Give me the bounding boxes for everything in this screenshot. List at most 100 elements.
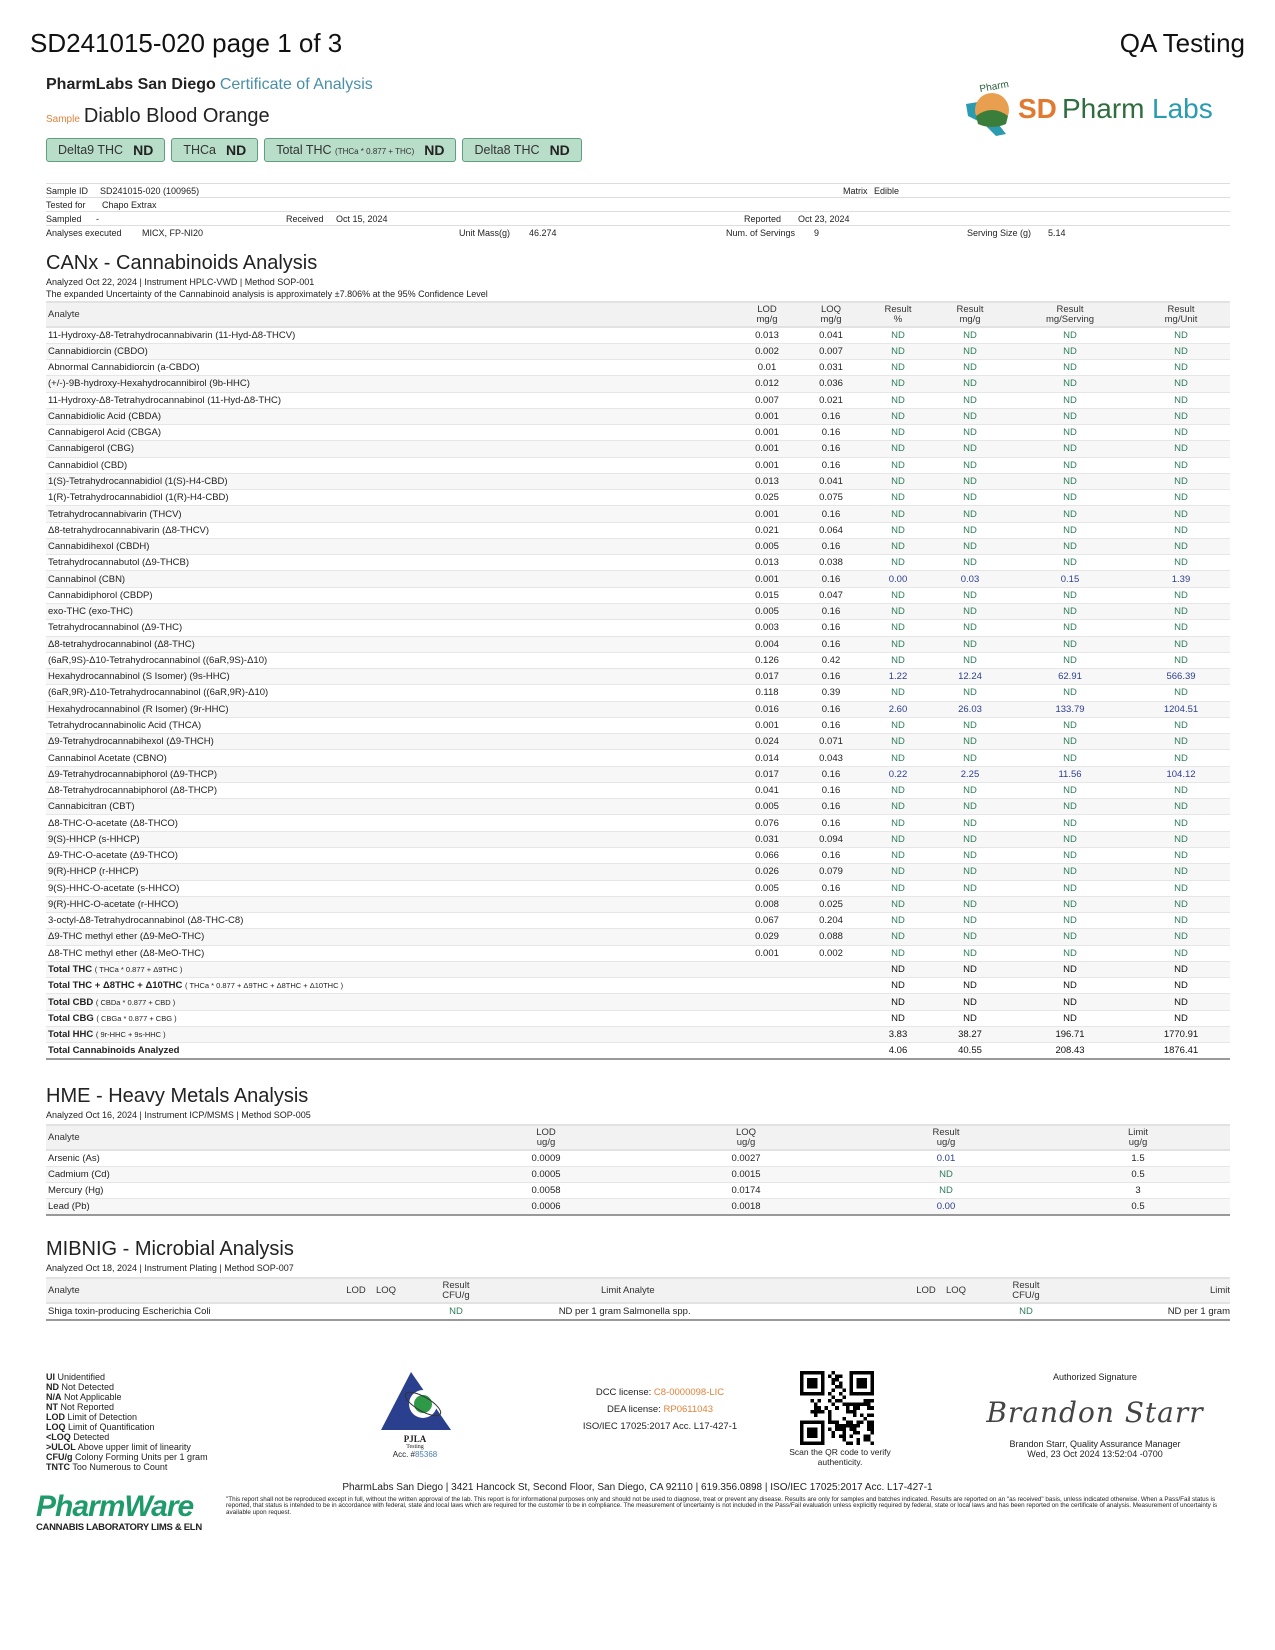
legend-meaning: Colony Forming Units per 1 gram xyxy=(75,1452,208,1462)
cell: ND xyxy=(1132,652,1230,670)
cell: ND xyxy=(1132,327,1230,344)
total-name: Total CBD xyxy=(48,996,94,1008)
column-header: LOQ xyxy=(371,1278,401,1303)
analyte-name: 9(R)-HHCP (r-HHCP) xyxy=(46,863,736,881)
analyte-name: Cannabidiphorol (CBDP) xyxy=(46,587,736,605)
cell: 0.017 xyxy=(736,668,798,686)
cell: 0.038 xyxy=(798,554,864,572)
cannabinoids-section: CANx - Cannabinoids Analysis Analyzed Oc… xyxy=(46,252,1230,1060)
cell: ND xyxy=(1008,473,1132,491)
legend-abbr: CFU/g xyxy=(46,1452,73,1462)
cell: ND xyxy=(1132,554,1230,572)
cell: ND per 1 gram xyxy=(1081,1303,1230,1321)
badge-name: Delta9 THC xyxy=(58,143,124,157)
header-text: % xyxy=(893,313,903,325)
table-row: Arsenic (As) 0.0009 0.0027 0.01 1.5 xyxy=(46,1150,1230,1167)
badge-2: Total THC (THCa * 0.877 + THC) ND xyxy=(264,138,457,162)
cell xyxy=(736,993,798,1011)
table-row: Cannabidiol (CBD) 0.001 0.16 ND ND ND ND xyxy=(46,457,1230,474)
cell: 3 xyxy=(1046,1182,1230,1200)
column-header: Result% xyxy=(864,302,932,327)
cell: ND xyxy=(932,375,1008,393)
cell: ND xyxy=(1132,505,1230,523)
badge-name: Total THC xyxy=(276,143,332,157)
cell: ND xyxy=(1132,831,1230,849)
cell: 0.064 xyxy=(798,522,864,539)
cell: ND xyxy=(1132,457,1230,474)
matrix: Edible xyxy=(874,186,900,196)
cell: ND xyxy=(932,489,1008,507)
total-row: Total THC + Δ8THC + Δ10THC ( THCa * 0.87… xyxy=(46,977,1230,995)
qr-code-icon[interactable] xyxy=(800,1371,874,1445)
column-header: Result ug/g xyxy=(846,1125,1046,1150)
cell: 0.16 xyxy=(798,847,864,865)
cell: ND xyxy=(1132,684,1230,702)
cell: ND xyxy=(932,505,1008,523)
cell: ND xyxy=(864,912,932,930)
header-text: mg/g xyxy=(820,313,842,325)
cell: ND xyxy=(1132,880,1230,897)
analyte-name: Δ9-Tetrahydrocannabiphorol (Δ9-THCP) xyxy=(46,766,736,783)
cell: 0.013 xyxy=(736,554,798,572)
cell: ND xyxy=(1008,749,1132,767)
column-header: Limit xyxy=(1081,1278,1230,1303)
dcc-label: DCC license: xyxy=(595,1387,652,1398)
legend-item: N/A Not Applicable xyxy=(46,1392,208,1402)
cell xyxy=(736,1026,798,1044)
cell: ND xyxy=(971,1303,1081,1321)
cell: ND xyxy=(1008,619,1132,637)
analyte-name: Δ9-THC-O-acetate (Δ9-THCO) xyxy=(46,847,736,865)
signature-image: Brandon Starr xyxy=(986,1396,1204,1429)
cell: 0.16 xyxy=(798,766,864,783)
cell: ND xyxy=(932,408,1008,426)
cell: ND xyxy=(932,717,1008,735)
analyte-name: Tetrahydrocannabivarin (THCV) xyxy=(46,505,736,523)
cell: 0.003 xyxy=(736,619,798,637)
cell: ND xyxy=(846,1166,1046,1184)
column-header: Analyte xyxy=(46,302,736,327)
cell: 0.03 xyxy=(932,570,1008,588)
cell xyxy=(798,961,864,979)
table-row: Δ9-Tetrahydrocannabiphorol (Δ9-THCP) 0.01… xyxy=(46,766,1230,783)
svg-text:Labs: Labs xyxy=(1152,93,1213,124)
cell: 0.025 xyxy=(736,489,798,507)
matrix-label: Matrix xyxy=(843,186,868,196)
document-title: SD241015-020 page 1 of 3 xyxy=(30,28,343,58)
legend-meaning: Unidentified xyxy=(57,1372,106,1382)
cell: 0.01 xyxy=(736,359,798,377)
cell: ND xyxy=(864,993,932,1011)
cell: ND xyxy=(864,343,932,361)
total-row: Total CBD ( CBDa * 0.877 + CBD ) ND ND ND ND xyxy=(46,993,1230,1011)
column-header: Limit ug/g xyxy=(1046,1125,1230,1150)
total-formula: ( THCa * 0.877 + Δ9THC ) xyxy=(94,964,183,974)
table-row: 9(S)-HHCP (s-HHCP) 0.031 0.094 ND ND ND ND xyxy=(46,831,1230,849)
cell: 0.036 xyxy=(798,375,864,393)
sampled-label: Sampled xyxy=(46,214,82,224)
total-row: Total Cannabinoids Analyzed 4.06 40.55 208.… xyxy=(46,1042,1230,1060)
cell: ND xyxy=(932,636,1008,653)
cell: 1.22 xyxy=(864,668,932,686)
received-label: Received xyxy=(286,214,324,224)
cell: 196.71 xyxy=(1008,1026,1132,1044)
cell: 0.16 xyxy=(798,717,864,735)
header-text: CFU/g xyxy=(1012,1289,1040,1301)
table-row: 9(R)-HHCP (r-HHCP) 0.026 0.079 ND ND ND ND xyxy=(46,863,1230,881)
heavy-metals-table: Analyte LOD ug/g LOQ ug/g Result ug/g Limit ug/g… xyxy=(46,1124,1230,1217)
badge-label: THCa xyxy=(183,143,216,157)
column-header: LOD mg/g xyxy=(736,302,798,327)
sample-label: Sample xyxy=(46,114,80,125)
total-formula: ( CBDa * 0.877 + CBD ) xyxy=(95,997,176,1007)
cell: ND xyxy=(1008,359,1132,377)
cell: ND xyxy=(864,782,932,800)
cell: ND xyxy=(932,392,1008,409)
cell: ND xyxy=(932,473,1008,491)
analyte-name: 1(R)-Tetrahydrocannabidiol (1(R)-H4-CBD) xyxy=(46,489,736,507)
cell: 2.60 xyxy=(864,701,932,718)
cell: ND xyxy=(1008,343,1132,361)
legend-abbr: UI xyxy=(46,1372,55,1382)
cell: 0.002 xyxy=(736,343,798,361)
analyte-name: Cannabinol (CBN) xyxy=(46,570,736,588)
cell: 0.047 xyxy=(798,587,864,605)
analyses-label: Analyses executed xyxy=(46,228,122,238)
table-row: Tetrahydrocannabivarin (THCV) 0.001 0.16 ND… xyxy=(46,505,1230,523)
